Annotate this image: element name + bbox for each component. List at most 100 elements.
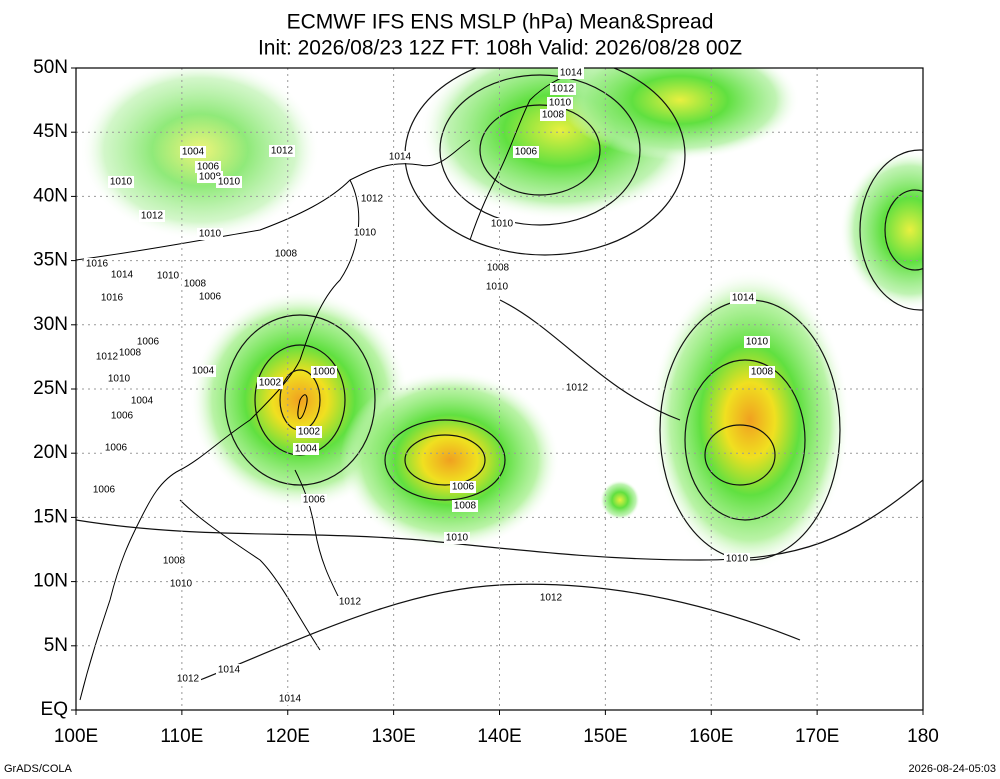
contour-label: 1010 [199,229,222,240]
lon-label: 180 [907,726,939,747]
contour-label: 1000 [313,367,336,378]
lon-label: 150E [583,726,627,747]
contour-label-bg [352,227,378,239]
contour-label: 1014 [218,665,241,676]
contour-label: 1014 [279,694,302,705]
contour-label-bg [311,366,337,378]
contour-label: 1010 [354,228,377,239]
contour-label-bg [387,151,413,163]
contour-labels: 1014101210101008100610141012100410061008… [84,67,775,705]
contour-label-bg [273,248,299,260]
contour-label-bg [155,270,181,282]
contour-label-bg [103,442,129,454]
contour-label-bg [91,484,117,496]
contour-label: 1010 [746,337,769,348]
contour-label-bg [190,365,216,377]
contour-label: 1010 [726,554,749,565]
lat-label: 10N [33,571,68,592]
lon-label: 130E [371,726,415,747]
footer-left: GrADS/COLA [4,763,73,775]
contour-label: 1010 [218,177,241,188]
contour-label: 1012 [177,674,200,685]
contour-label-bg [117,347,143,359]
map-frame [75,67,924,711]
contour-label: 1014 [111,270,134,281]
contour-label-bg [109,410,135,422]
contour-label: 1014 [732,293,755,304]
contour-label: 1008 [199,172,222,183]
contour-label-bg [293,443,319,455]
contour-label: 1014 [389,152,412,163]
contour-label: 1002 [259,378,282,389]
contour-label: 1010 [549,98,572,109]
contour-label: 1014 [560,68,583,79]
contour-label: 1006 [452,482,475,493]
contour-label-bg [139,210,165,222]
contour-label-bg [180,146,206,158]
contour-label: 1006 [137,337,160,348]
lat-label: 15N [33,506,68,527]
contour-label: 1008 [542,110,565,121]
contour-label: 1008 [275,249,298,260]
contour-label-bg [540,109,566,121]
contour-label-bg [94,351,120,363]
contour-label-bg [197,228,223,240]
spread-shading [80,68,923,570]
contour-label: 1010 [157,271,180,282]
contour-label: 1010 [491,219,514,230]
contour-label-bg [106,373,132,385]
lat-label: 25N [33,378,68,399]
lon-label: 170E [795,726,839,747]
contour-label-bg [296,426,322,438]
contour-label-bg [564,382,590,394]
footer-right: 2026-08-24-05:03 [909,763,996,775]
contour-label: 1006 [93,485,116,496]
lon-label: 100E [54,726,98,747]
contour-label-bg [538,592,564,604]
contour-label-bg [452,500,478,512]
contour-label: 1010 [170,579,193,590]
lat-label: 20N [33,442,68,463]
isobars [76,68,923,681]
contour-label-bg [444,532,470,544]
contour-label: 1004 [192,366,215,377]
contour-label: 1008 [487,263,510,274]
contour-label: 1004 [182,147,205,158]
contour-label: 1012 [361,194,384,205]
contour-label-bg [257,377,283,389]
contour-label: 1004 [295,444,318,455]
contour-label-bg [197,291,223,303]
contour-label-bg [182,278,208,290]
contour-label-bg [337,596,363,608]
contour-label: 1006 [111,411,134,422]
contour-label-bg [547,97,573,109]
contour-label-bg [161,555,187,567]
contour-label: 1012 [96,352,119,363]
lat-label: 30N [33,314,68,335]
contour-label: 1012 [566,383,589,394]
contour-label: 1004 [131,396,154,407]
contour-label-bg [109,269,135,281]
contour-label-bg [730,292,756,304]
lon-label: 140E [477,726,521,747]
contour-label: 1012 [552,84,575,95]
contour-label: 1010 [446,533,469,544]
contour-label-bg [277,693,303,705]
contour-label: 1012 [271,146,294,157]
contour-label-bg [513,146,539,158]
contour-label: 1016 [101,293,124,304]
contour-label: 1012 [339,597,362,608]
contour-label-bg [450,481,476,493]
contour-label: 1012 [141,211,164,222]
contour-label-bg [359,193,385,205]
lat-label: 40N [33,185,68,206]
contour-label: 1008 [119,348,142,359]
contour-label: 1006 [303,495,326,506]
contour-label-bg [269,145,295,157]
contour-label-bg [216,176,242,188]
contour-label-bg [484,281,510,293]
title: ECMWF IFS ENS MSLP (hPa) Mean&Spread [287,11,714,34]
contour-label: 1008 [163,556,186,567]
lat-label: 35N [33,250,68,271]
